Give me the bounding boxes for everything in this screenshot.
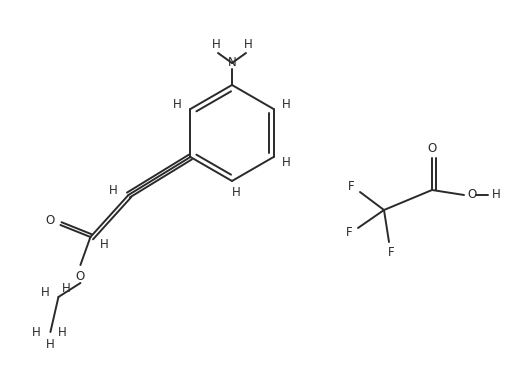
Text: H: H — [282, 156, 291, 169]
Text: F: F — [347, 181, 354, 194]
Text: H: H — [32, 326, 41, 339]
Text: F: F — [388, 245, 394, 258]
Text: O: O — [76, 270, 85, 283]
Text: H: H — [41, 285, 50, 298]
Text: H: H — [212, 38, 220, 51]
Text: H: H — [244, 38, 252, 51]
Text: H: H — [58, 326, 67, 339]
Text: O: O — [467, 188, 477, 201]
Text: N: N — [228, 56, 236, 69]
Text: H: H — [100, 238, 109, 251]
Text: F: F — [345, 226, 353, 239]
Text: H: H — [62, 282, 71, 295]
Text: H: H — [492, 188, 500, 201]
Text: O: O — [427, 141, 436, 154]
Text: H: H — [282, 97, 291, 110]
Text: H: H — [46, 339, 55, 351]
Text: H: H — [232, 186, 240, 200]
Text: H: H — [173, 97, 182, 110]
Text: H: H — [109, 184, 118, 197]
Text: O: O — [46, 213, 55, 226]
